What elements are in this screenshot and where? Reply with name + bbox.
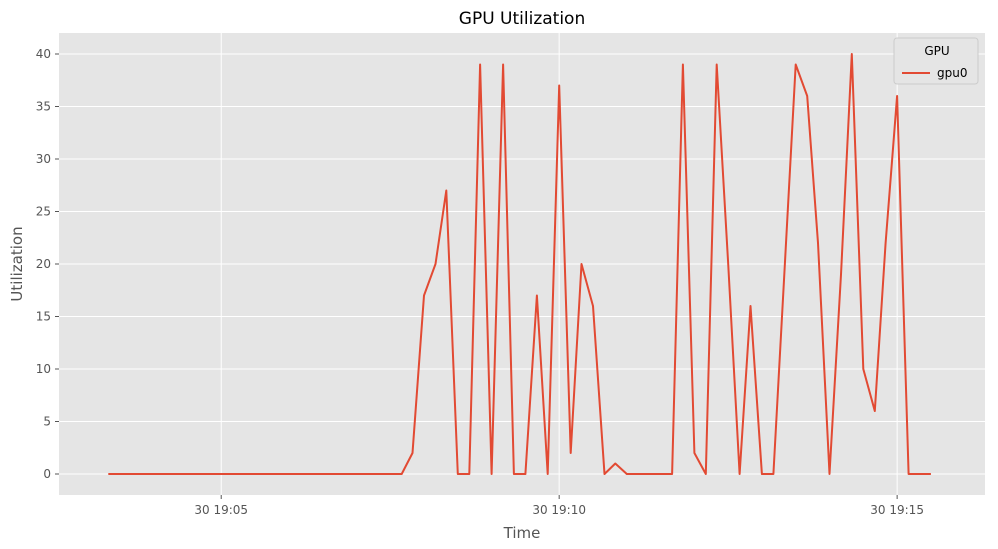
y-tick-label: 40 (36, 47, 51, 61)
legend-label-gpu0: gpu0 (937, 66, 967, 80)
y-tick-label: 20 (36, 257, 51, 271)
series-line-gpu0 (108, 53, 931, 475)
y-axis-label: Utilization (8, 226, 26, 301)
legend: GPU gpu0 (893, 37, 979, 85)
y-tick-label: 0 (43, 467, 51, 481)
x-axis-ticks: 30 19:05 30 19:10 30 19:15 (194, 495, 924, 517)
y-axis-ticks: 0 5 10 15 20 25 30 35 40 (36, 47, 59, 481)
y-tick-label: 10 (36, 362, 51, 376)
y-tick-label: 15 (36, 310, 51, 324)
legend-title: GPU (924, 44, 949, 58)
x-tick-label: 30 19:15 (870, 503, 924, 517)
chart-title: GPU Utilization (459, 9, 585, 29)
x-tick-label: 30 19:10 (532, 503, 586, 517)
x-tick-label: 30 19:05 (194, 503, 248, 517)
y-tick-label: 5 (43, 415, 51, 429)
y-tick-label: 30 (36, 152, 51, 166)
x-axis-label: Time (503, 524, 541, 542)
grid-lines (59, 33, 985, 495)
y-tick-label: 35 (36, 100, 51, 114)
y-tick-label: 25 (36, 205, 51, 219)
